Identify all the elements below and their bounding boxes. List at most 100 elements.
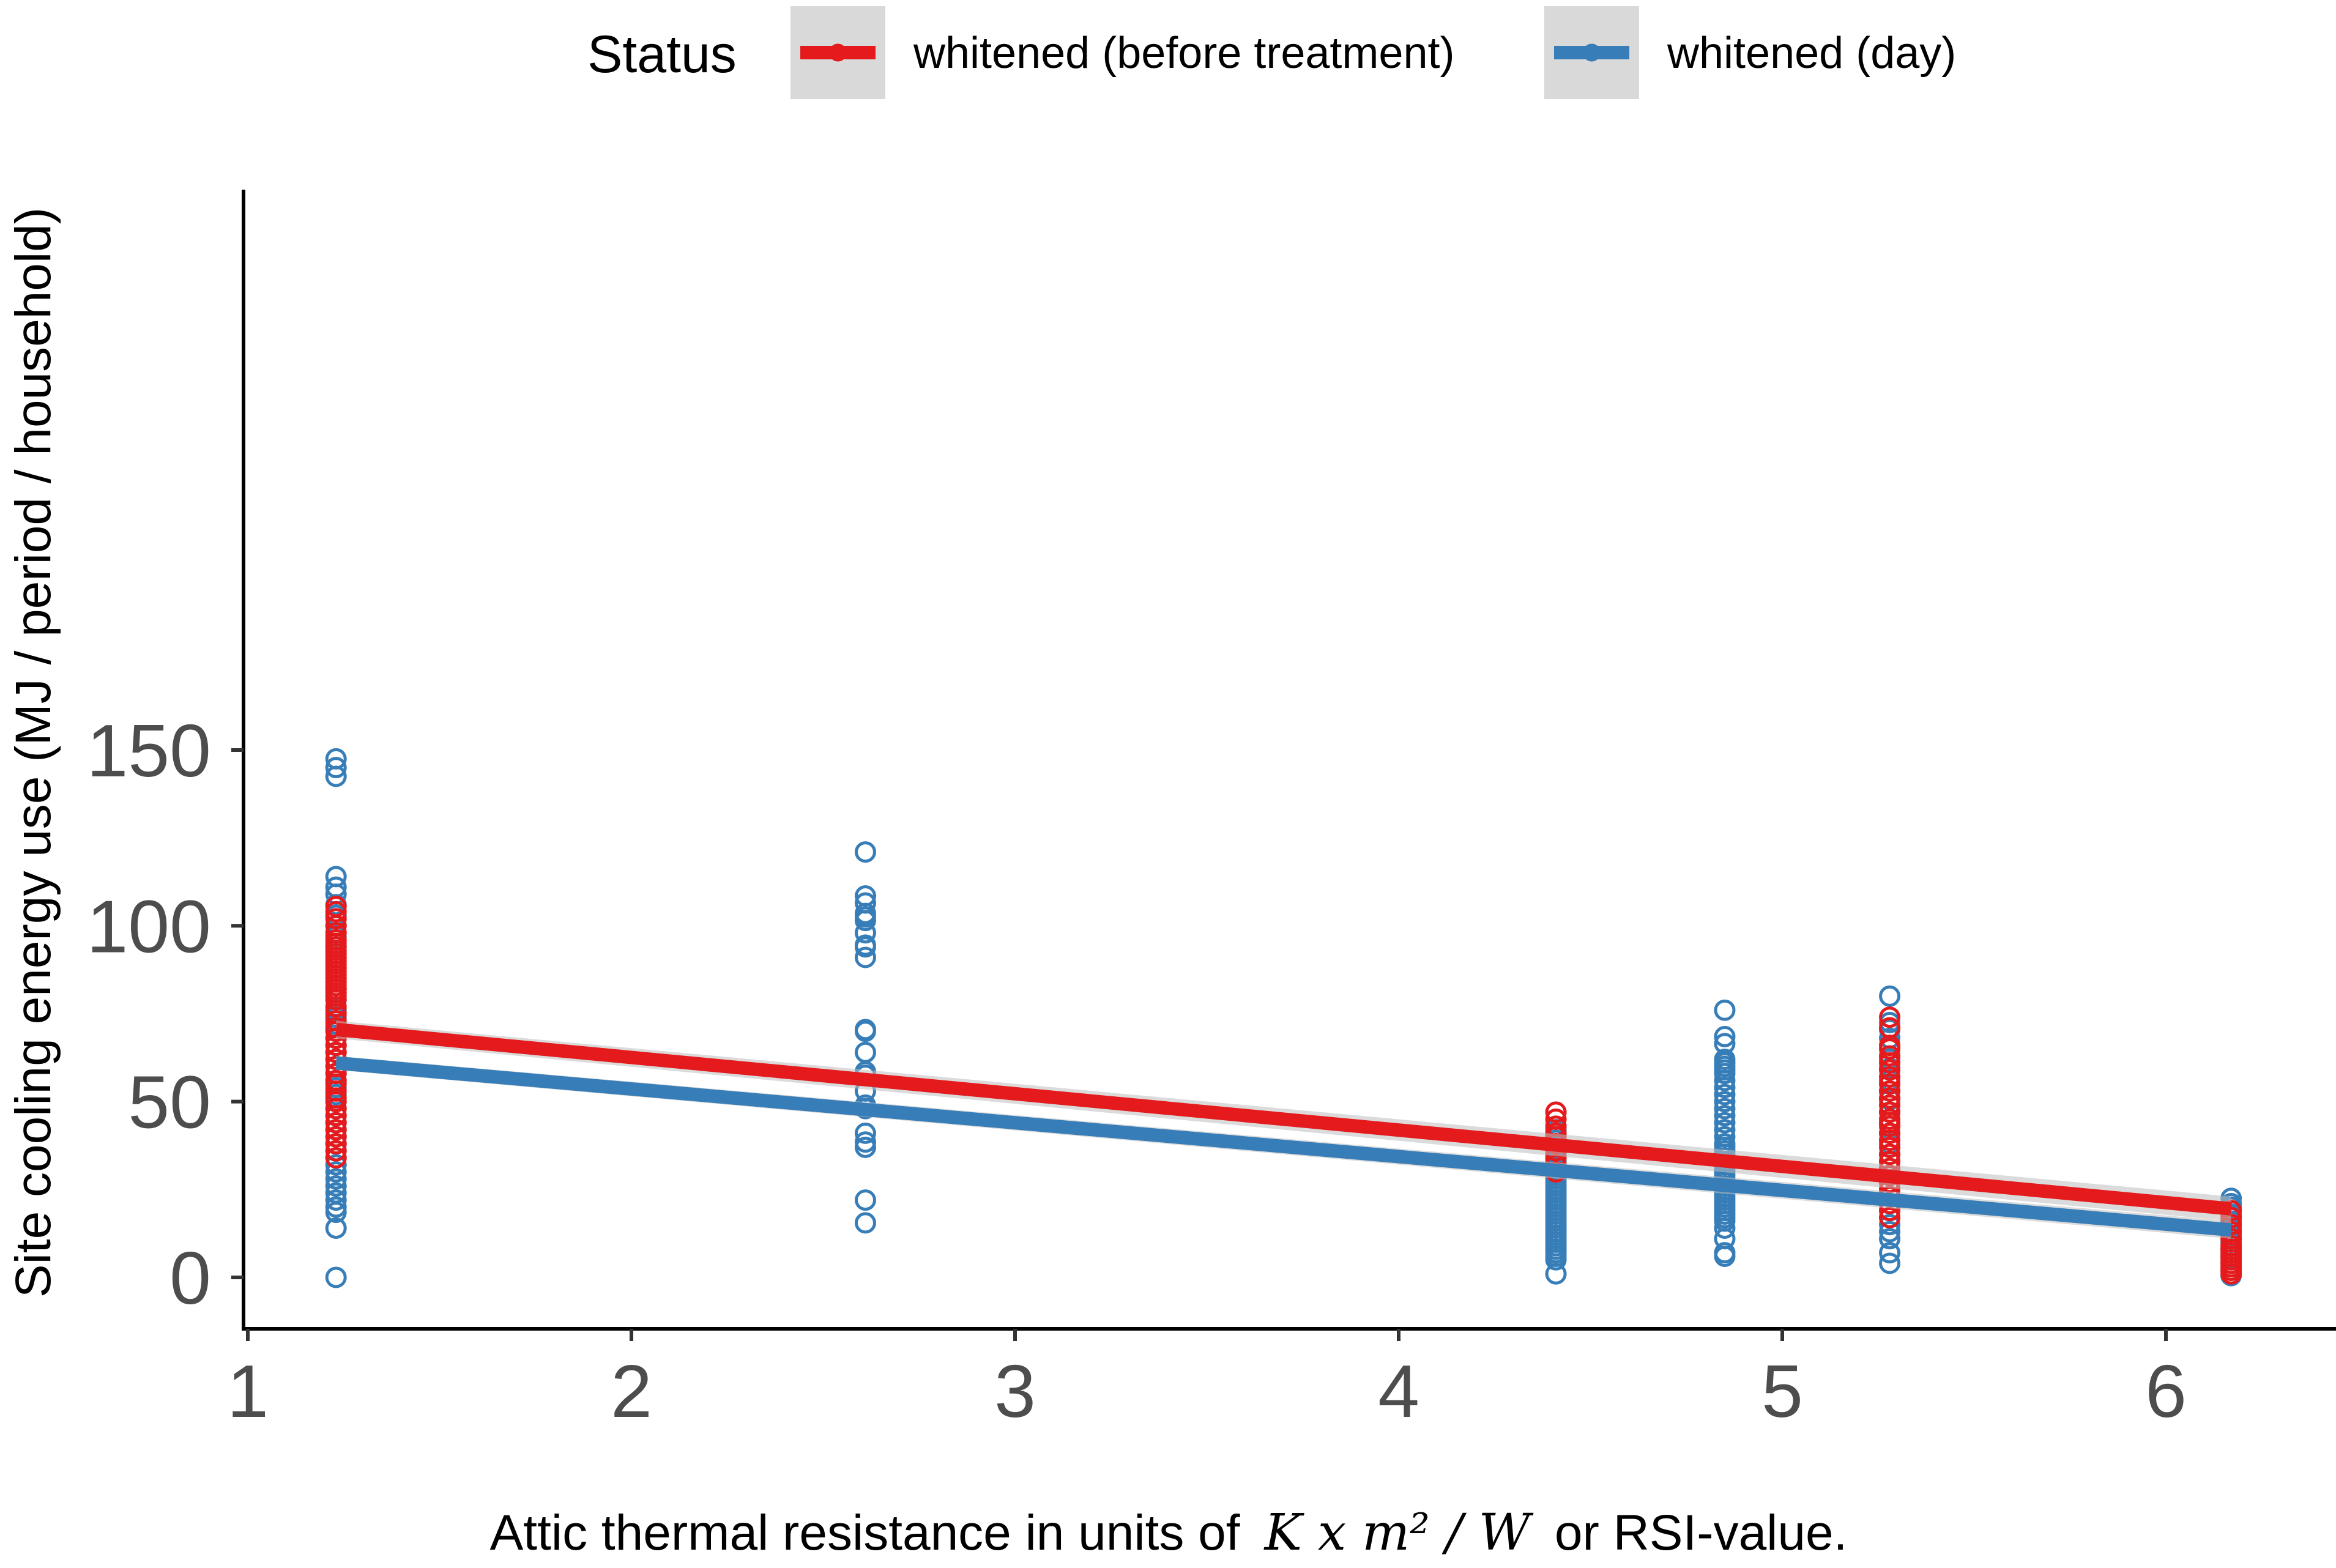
- x-tick-label: 2: [611, 1350, 652, 1433]
- data-point-before-treatment: [325, 1140, 347, 1162]
- plot-area: [325, 748, 2242, 1288]
- data-point-before-treatment: [1879, 1073, 1901, 1095]
- fit-line-before-treatment: [335, 1022, 2232, 1216]
- x-tick-label: 5: [1761, 1350, 1803, 1433]
- data-point-day: [1879, 1214, 1901, 1236]
- data-point-day: [854, 1122, 876, 1144]
- legend-title: Status: [587, 25, 737, 84]
- data-point-before-treatment: [1879, 1038, 1901, 1060]
- data-point-day: [325, 1154, 347, 1176]
- data-point-before-treatment: [1879, 1006, 1901, 1028]
- data-point-day: [854, 946, 876, 968]
- data-point-day: [1714, 1063, 1736, 1085]
- data-point-before-treatment: [1879, 1045, 1901, 1067]
- data-point-day: [325, 1161, 347, 1183]
- y-axis-title: Site cooling energy use (MJ / period / h…: [6, 207, 61, 1298]
- data-point-day: [854, 936, 876, 958]
- data-point-before-treatment: [2220, 1263, 2242, 1285]
- data-point-day: [1714, 1069, 1736, 1091]
- data-point-day: [1879, 1242, 1901, 1264]
- data-point-day: [1879, 1228, 1901, 1250]
- x-axis-title-suffix: or RSI-value.: [1555, 1505, 1848, 1561]
- data-point-before-treatment: [325, 1098, 347, 1120]
- data-point-day: [1879, 1252, 1901, 1274]
- data-point-before-treatment: [325, 989, 347, 1011]
- data-point-before-treatment: [1879, 1059, 1901, 1081]
- data-point-before-treatment: [325, 1126, 347, 1148]
- data-point-day: [1714, 1112, 1736, 1134]
- data-point-day: [854, 910, 876, 932]
- data-point-before-treatment: [325, 1091, 347, 1113]
- data-point-before-treatment: [325, 901, 347, 923]
- data-point-before-treatment: [1545, 1101, 1567, 1123]
- data-point-before-treatment: [1879, 1122, 1901, 1144]
- data-point-day: [1879, 985, 1901, 1007]
- data-point-day: [1714, 1091, 1736, 1113]
- data-point-day: [1879, 1221, 1901, 1243]
- x-tick-label: 1: [227, 1350, 269, 1433]
- data-point-before-treatment: [1879, 1129, 1901, 1151]
- data-point-before-treatment: [325, 1133, 347, 1155]
- legend-label-day: whitened (day): [1667, 29, 1956, 78]
- legend-item-before-treatment: whitened (before treatment): [790, 6, 1454, 99]
- data-point-day: [1714, 1217, 1736, 1239]
- ticks: 1 2 3 4 5 6 0 50 100 150: [86, 709, 2186, 1433]
- x-axis-title-math: K x m² / W: [1263, 1504, 1534, 1562]
- data-point-day: [1714, 1083, 1736, 1105]
- legend-key-point-red: [829, 43, 847, 62]
- data-point-day: [854, 1020, 876, 1042]
- y-tick-label: 100: [86, 885, 211, 968]
- data-point-day: [325, 1189, 347, 1211]
- data-point-day: [325, 765, 347, 787]
- data-point-day: [325, 1217, 347, 1239]
- y-tick-label: 0: [169, 1236, 211, 1320]
- data-point-before-treatment: [325, 1147, 347, 1169]
- data-point-before-treatment: [325, 1119, 347, 1141]
- data-point-day: [325, 1202, 347, 1224]
- legend: Status whitened (before treatment) white…: [587, 6, 1956, 99]
- data-point-day: [1714, 1077, 1736, 1099]
- data-point-before-treatment: [1879, 1206, 1901, 1228]
- data-point-day: [1714, 1246, 1736, 1268]
- data-point-before-treatment: [1879, 1080, 1901, 1102]
- data-point-before-treatment: [1879, 1052, 1901, 1074]
- data-point-day: [1545, 1249, 1567, 1271]
- fit-line-day: [335, 1056, 2232, 1237]
- x-axis-title-prefix: Attic thermal resistance in units of: [490, 1505, 1240, 1561]
- legend-key-point-blue: [1583, 43, 1601, 62]
- x-tick-label: 3: [994, 1350, 1036, 1433]
- axes: [242, 190, 2336, 1331]
- data-point-day: [325, 1175, 347, 1197]
- data-point-day: [325, 1266, 347, 1288]
- data-point-day: [854, 841, 876, 863]
- data-point-before-treatment: [1879, 1115, 1901, 1137]
- x-tick-label: 4: [1378, 1350, 1419, 1433]
- data-point-before-treatment: [325, 908, 347, 930]
- x-tick-label: 6: [2145, 1350, 2187, 1433]
- y-tick-label: 50: [128, 1061, 211, 1144]
- data-point-day: [854, 1212, 876, 1234]
- data-point-before-treatment: [1879, 1101, 1901, 1123]
- data-point-before-treatment: [1879, 1066, 1901, 1088]
- data-point-day: [1545, 1263, 1567, 1285]
- data-point-day: [854, 1136, 876, 1158]
- legend-label-before-treatment: whitened (before treatment): [913, 29, 1454, 78]
- data-point-before-treatment: [1879, 1136, 1901, 1158]
- data-point-day: [854, 1041, 876, 1063]
- data-point-day: [854, 922, 876, 944]
- data-point-day: [854, 1189, 876, 1211]
- data-point-before-treatment: [325, 1105, 347, 1127]
- x-axis-title: Attic thermal resistance in units of K x …: [490, 1504, 1848, 1562]
- data-point-before-treatment: [1879, 1143, 1901, 1165]
- data-point-before-treatment: [325, 995, 347, 1017]
- data-point-day: [325, 757, 347, 779]
- data-point-day: [1714, 1025, 1736, 1047]
- data-point-day: [1714, 999, 1736, 1021]
- data-point-day: [325, 1168, 347, 1190]
- data-point-before-treatment: [325, 1112, 347, 1134]
- data-point-day: [1714, 1105, 1736, 1127]
- data-point-before-treatment: [1879, 1087, 1901, 1109]
- legend-item-day: whitened (day): [1544, 6, 1956, 99]
- data-point-day: [1714, 1098, 1736, 1120]
